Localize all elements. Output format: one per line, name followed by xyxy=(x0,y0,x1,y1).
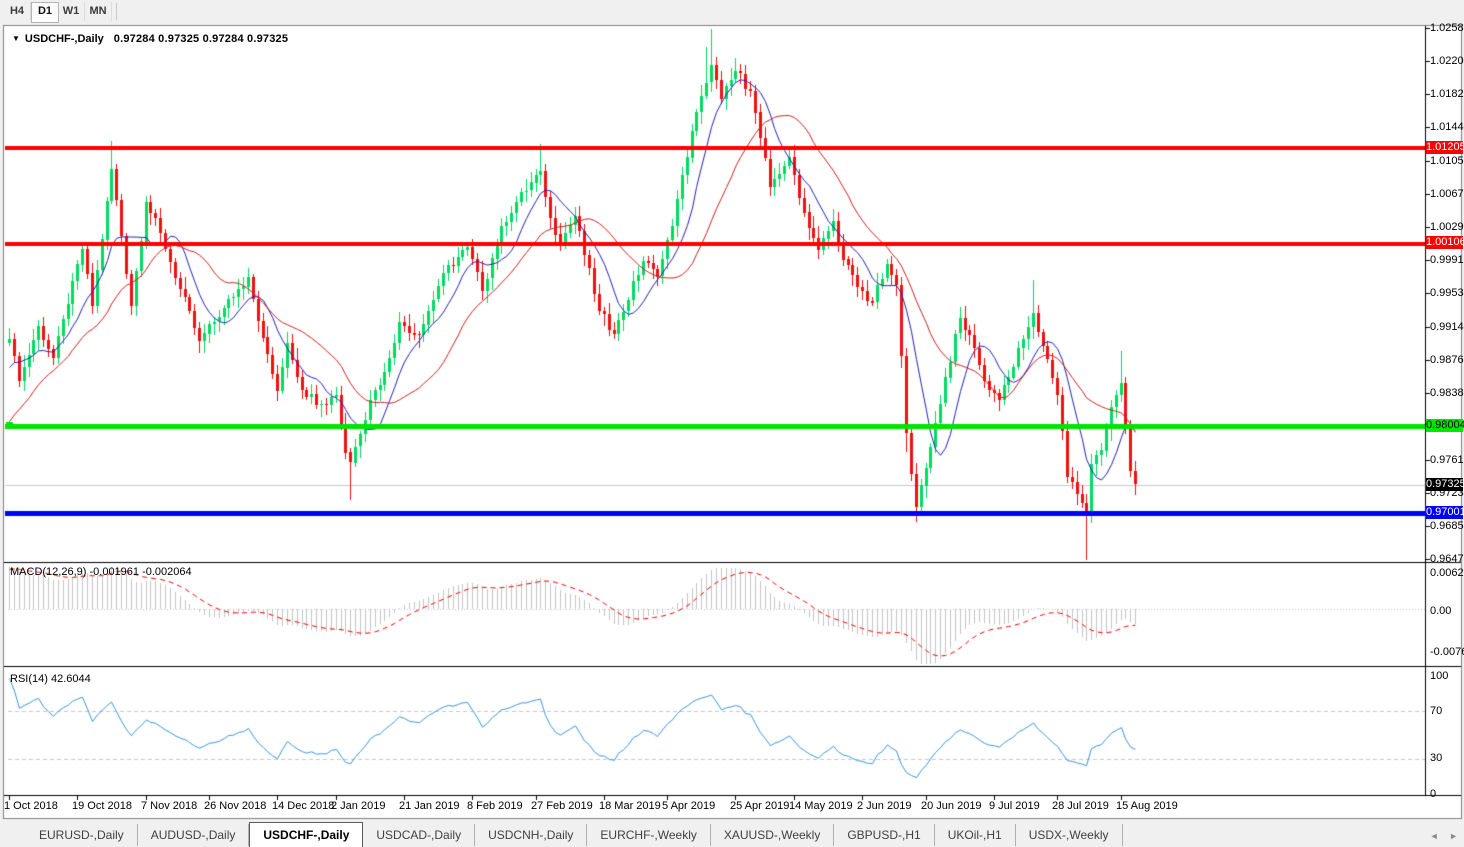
symbol-tab-bar: EURUSD-,Daily AUDUSD-,Daily USDCHF-,Dail… xyxy=(0,820,1464,847)
chart-symbol-label: USDCHF-,Daily xyxy=(24,33,104,45)
tab-usdcad-daily[interactable]: USDCAD-,Daily xyxy=(363,824,476,846)
timeframe-mn-button[interactable]: MN xyxy=(85,2,112,21)
tab-scroll-right-icon[interactable]: ► xyxy=(1449,831,1458,841)
tab-scroll-left-icon[interactable]: ◄ xyxy=(1429,831,1439,841)
macd-name: MACD(12,26,9) xyxy=(10,566,87,578)
macd-indicator-label[interactable]: MACD(12,26,9) -0.001961 -0.002064 xyxy=(10,566,192,578)
date-axis-label: 7 Nov 2018 xyxy=(141,800,198,812)
price-axis-label: 1.01440 xyxy=(1430,120,1464,133)
price-axis-label: 1.00670 xyxy=(1430,187,1464,200)
date-axis-label: 2 Jun 2019 xyxy=(857,800,912,812)
date-axis-label: 26 Nov 2018 xyxy=(204,800,267,812)
price-level-tag: 0.97001 xyxy=(1426,505,1464,519)
price-axis-label: 0.96470 xyxy=(1430,552,1464,565)
timeframe-w1-button[interactable]: W1 xyxy=(58,2,85,21)
rsi-axis-label: 70 xyxy=(1430,704,1443,717)
price-level-tag: 0.98004 xyxy=(1426,418,1464,432)
rsi-indicator-label[interactable]: RSI(14) 42.6044 xyxy=(10,673,91,685)
rsi-value: 42.6044 xyxy=(50,673,91,685)
date-axis-label: 2 Jan 2019 xyxy=(331,800,386,812)
timeframe-h4-button[interactable]: H4 xyxy=(4,2,31,21)
macd-signal-value: -0.002064 xyxy=(142,566,192,578)
rsi-axis-label: 100 xyxy=(1430,669,1449,682)
tab-eurchf-weekly[interactable]: EURCHF-,Weekly xyxy=(587,824,711,846)
tab-eurusd-daily[interactable]: EURUSD-,Daily xyxy=(26,824,138,846)
timeframe-toolbar: H4 D1 W1 MN xyxy=(0,0,1464,24)
date-axis-label: 18 Mar 2019 xyxy=(599,800,661,812)
date-axis-label: 28 Jul 2019 xyxy=(1052,800,1109,812)
macd-axis-label: 0.006286 xyxy=(1430,567,1464,579)
date-axis-label: 15 Aug 2019 xyxy=(1116,800,1178,812)
rsi-axis-label: 30 xyxy=(1430,752,1443,765)
price-axis-label: 1.01820 xyxy=(1430,87,1464,100)
chart-title[interactable]: ▼ USDCHF-,Daily 0.97284 0.97325 0.97284 0.… xyxy=(12,33,288,45)
tab-gbpusd-h1[interactable]: GBPUSD-,H1 xyxy=(834,824,935,846)
rsi-name: RSI(14) xyxy=(10,673,48,685)
date-axis-label: 19 Oct 2018 xyxy=(72,800,132,812)
date-axis-label: 8 Feb 2019 xyxy=(467,800,523,812)
date-axis-label: 21 Jan 2019 xyxy=(399,800,460,812)
price-level-tag: 1.01205 xyxy=(1426,140,1464,154)
date-axis-label: 27 Feb 2019 xyxy=(531,800,593,812)
symbol-menu-arrow-icon[interactable]: ▼ xyxy=(12,34,20,43)
macd-main-value: -0.001961 xyxy=(89,566,140,578)
tab-audusd-daily[interactable]: AUDUSD-,Daily xyxy=(138,824,250,846)
price-axis-label: 1.02200 xyxy=(1430,54,1464,67)
date-axis-label: 25 Apr 2019 xyxy=(730,800,790,812)
date-axis-label: 1 Oct 2018 xyxy=(4,800,58,812)
price-level-tag: 1.00106 xyxy=(1426,236,1464,250)
current-price-tag: 0.97325 xyxy=(1426,477,1464,491)
tab-scroll-buttons: ◄ ► xyxy=(1422,831,1458,841)
date-axis-label: 14 Dec 2018 xyxy=(272,800,335,812)
chart-ohlc-values: 0.97284 0.97325 0.97284 0.97325 xyxy=(113,33,289,45)
date-axis-label: 14 May 2019 xyxy=(789,800,853,812)
price-axis-label: 1.01050 xyxy=(1430,154,1464,167)
tab-usdx-weekly[interactable]: USDX-,Weekly xyxy=(1016,824,1123,846)
macd-axis-label: -0.00762 xyxy=(1430,646,1464,658)
tab-usdcnh-daily[interactable]: USDCNH-,Daily xyxy=(475,824,588,846)
date-axis-label: 5 Apr 2019 xyxy=(662,800,716,812)
rsi-axis-label: 0 xyxy=(1430,787,1437,800)
date-axis-label: 9 Jul 2019 xyxy=(989,800,1040,812)
date-axis-label: 20 Jun 2019 xyxy=(921,800,982,812)
tab-usdchf-daily[interactable]: USDCHF-,Daily xyxy=(249,822,364,847)
tab-ukoil-h1[interactable]: UKOil-,H1 xyxy=(935,824,1016,846)
macd-axis-label: 0.00 xyxy=(1430,605,1452,617)
price-axis-label: 1.02580 xyxy=(1430,21,1464,34)
toolbar-separator xyxy=(116,3,117,20)
timeframe-d1-button[interactable]: D1 xyxy=(31,2,59,23)
tab-xauusd-weekly[interactable]: XAUUSD-,Weekly xyxy=(711,824,835,846)
